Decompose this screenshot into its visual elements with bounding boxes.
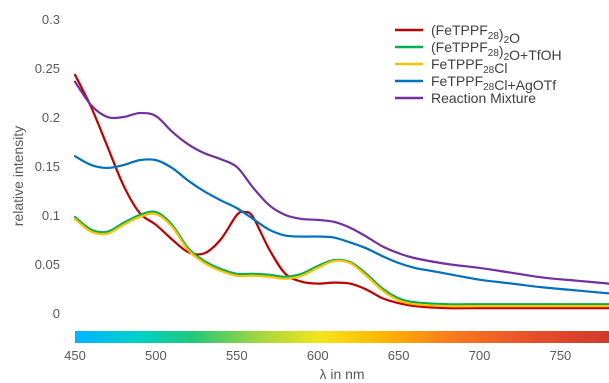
y-axis-ticks: 0 0.05 0.1 0.15 0.2 0.25 0.3 — [35, 12, 60, 321]
x-tick-label: 750 — [550, 348, 572, 363]
y-axis-title: relative intensity — [10, 126, 26, 226]
x-tick-label: 700 — [469, 348, 491, 363]
series-line-3 — [73, 212, 609, 308]
legend-entry: FeTPPF28Cl — [431, 56, 507, 76]
y-tick-label: 0 — [53, 306, 60, 321]
y-tick-label: 0.3 — [42, 12, 60, 27]
y-tick-label: 0.1 — [42, 208, 60, 223]
legend-entry: (FeTPPF28)2O — [431, 22, 520, 46]
legend-entry: FeTPPF28Cl+AgOTf — [431, 73, 556, 93]
x-tick-label: 450 — [64, 348, 86, 363]
x-axis-title: λ in nm — [319, 366, 364, 382]
x-tick-label: 650 — [388, 348, 410, 363]
x-tick-label: 600 — [307, 348, 329, 363]
spectrum-bar — [75, 331, 609, 343]
x-tick-label: 550 — [226, 348, 248, 363]
legend-entry: (FeTPPF28)2O+TfOH — [431, 39, 562, 63]
series-line-1 — [73, 73, 609, 310]
y-tick-label: 0.05 — [35, 257, 60, 272]
x-tick-label: 500 — [145, 348, 167, 363]
series-line-2 — [73, 210, 609, 306]
series-line-5 — [73, 80, 609, 285]
y-tick-label: 0.2 — [42, 110, 60, 125]
series-line-4 — [73, 155, 609, 295]
y-tick-label: 0.25 — [35, 61, 60, 76]
y-tick-label: 0.15 — [35, 159, 60, 174]
series-lines — [73, 73, 609, 310]
legend-entry: Reaction Mixture — [431, 90, 536, 106]
x-axis-ticks: 450 500 550 600 650 700 750 — [64, 348, 571, 363]
legend: (FeTPPF28)2O(FeTPPF28)2O+TfOHFeTPPF28ClF… — [395, 22, 562, 106]
